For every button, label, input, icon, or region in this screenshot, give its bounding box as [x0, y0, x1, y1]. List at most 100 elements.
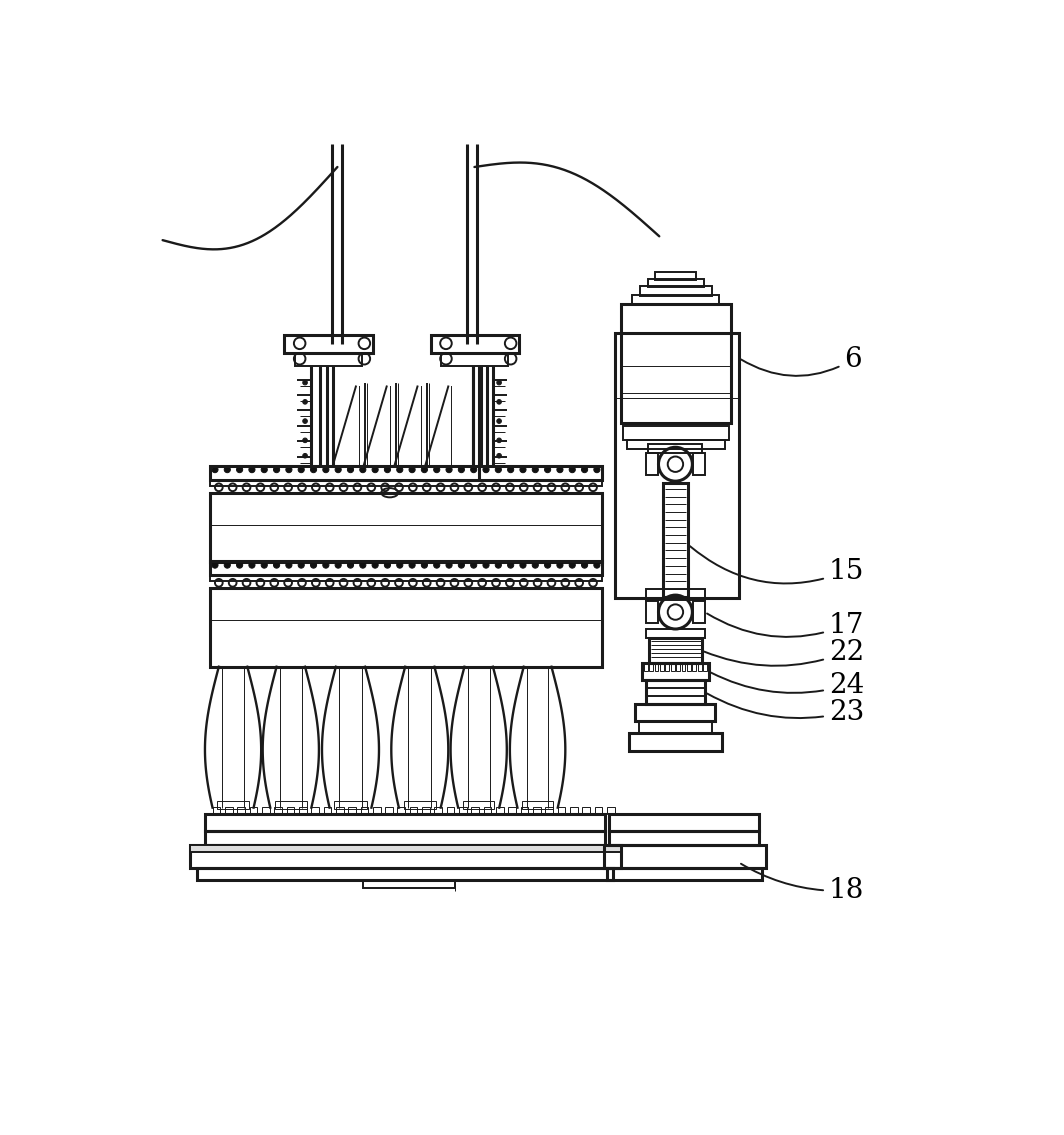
Bar — [284, 335, 372, 353]
Bar — [447, 807, 454, 814]
Bar — [463, 801, 495, 809]
Circle shape — [372, 562, 378, 569]
Bar — [646, 454, 658, 476]
Circle shape — [236, 562, 243, 569]
Circle shape — [421, 562, 428, 569]
Circle shape — [397, 466, 403, 472]
Circle shape — [409, 562, 415, 569]
Bar — [646, 589, 704, 599]
Bar — [654, 663, 659, 671]
Bar — [703, 663, 706, 671]
Circle shape — [497, 438, 501, 443]
Circle shape — [520, 562, 526, 569]
Circle shape — [384, 562, 390, 569]
Circle shape — [434, 562, 439, 569]
Bar — [189, 844, 620, 852]
Bar — [582, 807, 589, 814]
Circle shape — [225, 466, 231, 472]
Bar — [211, 465, 601, 480]
Circle shape — [545, 562, 551, 569]
Bar — [693, 602, 704, 623]
Bar — [610, 831, 760, 844]
Circle shape — [298, 562, 304, 569]
Circle shape — [497, 454, 501, 459]
Bar — [334, 801, 367, 809]
Bar — [649, 663, 653, 671]
Circle shape — [434, 466, 439, 472]
Bar — [403, 801, 436, 809]
Bar — [262, 807, 269, 814]
Text: 23: 23 — [708, 693, 864, 725]
Bar — [496, 807, 503, 814]
Bar — [655, 271, 696, 280]
Bar — [189, 844, 620, 867]
Bar — [286, 807, 295, 814]
Bar — [509, 807, 516, 814]
Bar — [520, 807, 529, 814]
Circle shape — [261, 562, 267, 569]
Bar — [646, 602, 658, 623]
Circle shape — [397, 562, 403, 569]
Bar — [237, 807, 245, 814]
Bar — [348, 807, 355, 814]
Bar — [670, 663, 675, 671]
Bar — [211, 588, 601, 666]
Bar — [205, 831, 605, 844]
Bar — [660, 663, 664, 671]
Circle shape — [594, 466, 600, 472]
Text: 6: 6 — [741, 346, 862, 376]
Circle shape — [594, 562, 600, 569]
Circle shape — [446, 562, 452, 569]
Bar — [620, 304, 731, 423]
Circle shape — [360, 562, 366, 569]
Bar — [693, 663, 696, 671]
Bar — [639, 722, 712, 733]
Bar — [311, 807, 319, 814]
Bar — [211, 561, 601, 575]
Bar — [385, 807, 393, 814]
Bar — [603, 844, 765, 867]
Circle shape — [303, 380, 307, 385]
Circle shape — [236, 466, 243, 472]
Bar — [533, 807, 541, 814]
Circle shape — [212, 466, 218, 472]
Bar — [698, 663, 701, 671]
Bar — [363, 880, 455, 888]
Bar — [213, 807, 220, 814]
Bar — [522, 801, 553, 809]
Bar — [648, 279, 704, 287]
Circle shape — [303, 454, 307, 459]
Circle shape — [497, 419, 501, 423]
Text: 17: 17 — [708, 612, 864, 639]
Bar — [629, 733, 721, 751]
Circle shape — [303, 400, 307, 404]
Bar — [687, 663, 691, 671]
Circle shape — [459, 562, 465, 569]
Bar — [295, 353, 362, 367]
Bar — [422, 807, 430, 814]
Bar — [632, 295, 719, 305]
Bar — [299, 807, 306, 814]
Bar — [275, 807, 282, 814]
Bar — [646, 629, 704, 638]
Bar — [643, 663, 709, 680]
Bar — [398, 807, 405, 814]
Bar — [606, 807, 615, 814]
Circle shape — [311, 466, 317, 472]
Bar — [570, 807, 578, 814]
Text: 24: 24 — [711, 672, 864, 699]
Bar — [624, 426, 729, 439]
Circle shape — [495, 466, 501, 472]
Text: 15: 15 — [689, 546, 864, 585]
Bar — [471, 807, 479, 814]
Bar — [336, 807, 344, 814]
Circle shape — [372, 466, 378, 472]
Circle shape — [532, 562, 538, 569]
Circle shape — [556, 562, 563, 569]
Circle shape — [508, 466, 514, 472]
Bar — [610, 814, 760, 831]
Circle shape — [483, 466, 489, 472]
Bar — [225, 807, 233, 814]
Circle shape — [322, 466, 329, 472]
Bar — [372, 807, 381, 814]
